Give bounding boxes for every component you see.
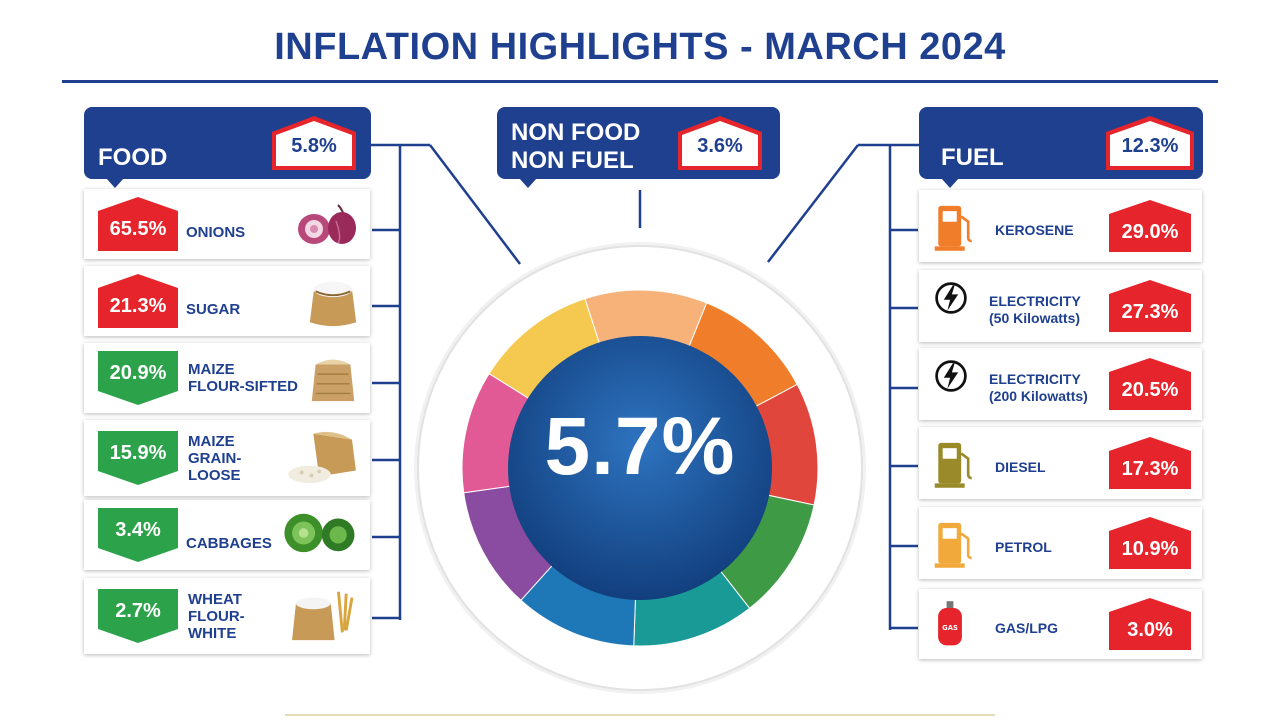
fuel-pump-icon — [933, 437, 977, 496]
fuel-item-card: DIESEL 17.3% — [919, 427, 1202, 499]
fuel-item-card: GAS GAS/LPG 3.0% — [919, 589, 1202, 659]
food-item-card: 3.4% CABBAGES — [84, 500, 370, 570]
fuel-item-value: 27.3% — [1121, 301, 1179, 323]
food-item-value: 2.7% — [115, 600, 161, 622]
food-item-badge: 20.9% — [98, 351, 178, 405]
food-item-value: 15.9% — [109, 442, 167, 464]
fuel-item-name: PETROL — [995, 538, 1052, 555]
wheat-sack-icon — [284, 586, 362, 649]
fuel-item-name: ELECTRICITY (200 Kilowatts) — [989, 371, 1088, 404]
food-item-value: 20.9% — [109, 362, 167, 384]
gas-cylinder-icon: GAS — [933, 599, 967, 656]
food-item-value: 3.4% — [115, 519, 161, 541]
fuel-item-card: KEROSENE 29.0% — [919, 190, 1202, 262]
fuel-item-value: 10.9% — [1121, 538, 1179, 560]
fuel-item-badge: 10.9% — [1109, 517, 1191, 569]
fuel-item-card: ELECTRICITY (50 Kilowatts) 27.3% — [919, 270, 1202, 342]
fuel-item-name: ELECTRICITY (50 Kilowatts) — [989, 293, 1081, 326]
food-item-card: 15.9% MAIZE GRAIN- LOOSE — [84, 420, 370, 496]
food-item-name: MAIZE FLOUR-SIFTED — [188, 361, 298, 395]
food-value: 5.8% — [291, 135, 337, 157]
fuel-item-badge: 29.0% — [1109, 200, 1191, 252]
flour-sack-icon — [304, 351, 362, 410]
fuel-value: 12.3% — [1121, 135, 1179, 157]
overall-donut — [414, 242, 866, 694]
fuel-item-badge: 27.3% — [1109, 280, 1191, 332]
fuel-item-badge: 20.5% — [1109, 358, 1191, 410]
page-title: INFLATION HIGHLIGHTS - MARCH 2024 — [274, 26, 1006, 68]
fuel-item-value: 17.3% — [1121, 458, 1179, 480]
fuel-pump-icon — [933, 200, 977, 259]
fuel-pump-icon — [933, 517, 977, 576]
title-divider — [62, 80, 1218, 83]
food-item-name: CABBAGES — [186, 534, 272, 552]
fuel-item-badge: 3.0% — [1109, 598, 1191, 650]
food-item-name: SUGAR — [186, 300, 241, 318]
fuel-item-card: ELECTRICITY (200 Kilowatts) 20.5% — [919, 348, 1202, 420]
food-item-card: 20.9% MAIZE FLOUR-SIFTED — [84, 343, 370, 413]
food-item-card: 2.7% WHEAT FLOUR- WHITE — [84, 578, 370, 654]
svg-text:GAS: GAS — [942, 624, 958, 632]
food-badge: 5.8% — [272, 116, 356, 170]
food-item-card: 65.5% ONIONS — [84, 189, 370, 259]
food-item-value: 65.5% — [109, 218, 167, 240]
fuel-label: FUEL — [941, 144, 1004, 171]
food-item-badge: 2.7% — [98, 589, 178, 643]
food-item-name: WHEAT FLOUR- WHITE — [188, 590, 245, 642]
food-item-name: MAIZE GRAIN- LOOSE — [188, 432, 242, 484]
lightning-icon — [933, 358, 969, 399]
food-item-card: 21.3% SUGAR — [84, 266, 370, 336]
onion-icon — [292, 197, 362, 252]
overall-value: 5.7% — [544, 401, 736, 492]
donut-center — [508, 336, 772, 600]
fuel-item-card: PETROL 10.9% — [919, 507, 1202, 579]
food-item-name: ONIONS — [186, 223, 246, 241]
food-item-badge: 21.3% — [98, 274, 178, 328]
fuel-item-value: 29.0% — [1121, 221, 1179, 243]
bottom-divider — [285, 714, 995, 716]
sugar-sack-icon — [304, 274, 362, 333]
non-food-label: NON FOOD NON FUEL — [511, 119, 641, 174]
non-food-badge: 3.6% — [678, 116, 762, 170]
food-item-badge: 15.9% — [98, 431, 178, 485]
cabbage-icon — [274, 508, 362, 561]
grain-sack-icon — [284, 428, 362, 491]
food-item-badge: 3.4% — [98, 508, 178, 562]
food-label: FOOD — [98, 144, 168, 171]
food-item-badge: 65.5% — [98, 197, 178, 251]
fuel-item-name: GAS/LPG — [995, 619, 1059, 636]
fuel-item-badge: 17.3% — [1109, 437, 1191, 489]
fuel-item-value: 3.0% — [1127, 619, 1173, 641]
food-item-value: 21.3% — [109, 295, 167, 317]
fuel-badge: 12.3% — [1106, 116, 1194, 170]
lightning-icon — [933, 280, 969, 321]
fuel-item-name: KEROSENE — [995, 221, 1074, 238]
fuel-item-name: DIESEL — [995, 458, 1046, 475]
fuel-item-value: 20.5% — [1121, 379, 1179, 401]
non-food-value: 3.6% — [697, 135, 743, 157]
